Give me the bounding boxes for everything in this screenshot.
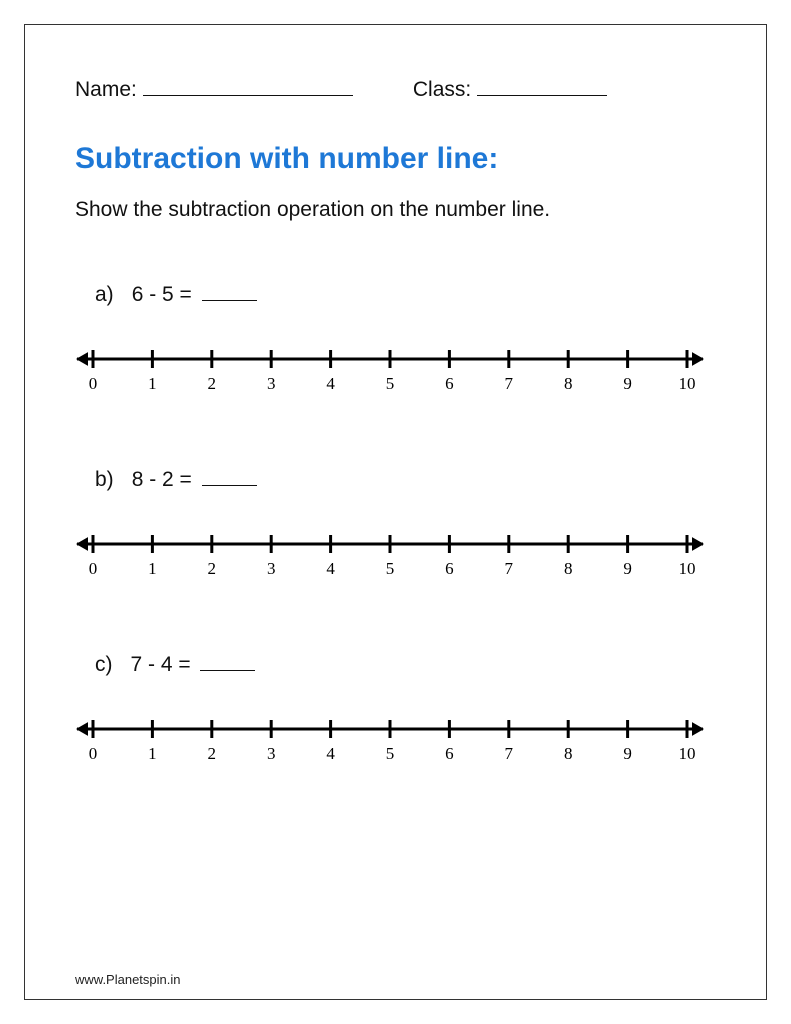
equation-text: 6 - 5 = <box>132 283 192 306</box>
name-blank[interactable] <box>143 75 353 96</box>
svg-text:10: 10 <box>679 744 696 763</box>
name-field: Name: <box>75 75 353 102</box>
svg-text:0: 0 <box>89 559 98 578</box>
svg-text:1: 1 <box>148 374 157 393</box>
equation-text: 7 - 4 = <box>131 653 191 676</box>
problem-equation: c) 7 - 4 = <box>95 652 716 677</box>
svg-text:4: 4 <box>326 744 335 763</box>
svg-text:2: 2 <box>208 374 217 393</box>
problems-container: a)6 - 5 = 012345678910b)8 - 2 = 01234567… <box>75 282 716 767</box>
number-line: 0 1 2 3 4 5 6 7 8 9 10 <box>75 337 716 397</box>
svg-text:4: 4 <box>326 559 335 578</box>
problem-letter: a) <box>95 283 114 306</box>
svg-text:3: 3 <box>267 559 276 578</box>
svg-text:3: 3 <box>267 374 276 393</box>
name-label: Name: <box>75 78 137 102</box>
svg-text:2: 2 <box>208 559 217 578</box>
class-blank[interactable] <box>477 75 607 96</box>
svg-text:10: 10 <box>679 559 696 578</box>
problem-equation: a) 6 - 5 = <box>95 282 716 307</box>
svg-text:4: 4 <box>326 374 335 393</box>
svg-text:7: 7 <box>505 374 514 393</box>
svg-text:7: 7 <box>505 559 514 578</box>
svg-text:5: 5 <box>386 374 395 393</box>
svg-text:6: 6 <box>445 559 454 578</box>
svg-text:9: 9 <box>623 374 632 393</box>
svg-text:8: 8 <box>564 559 573 578</box>
footer-text: www.Planetspin.in <box>75 972 181 987</box>
number-line: 0 1 2 3 4 5 6 7 8 9 10 <box>75 522 716 582</box>
problem-letter: c) <box>95 653 113 676</box>
svg-text:0: 0 <box>89 374 98 393</box>
worksheet-page: Name: Class: Subtraction with number lin… <box>24 24 767 1000</box>
svg-text:10: 10 <box>679 374 696 393</box>
answer-blank[interactable] <box>200 652 255 671</box>
svg-text:3: 3 <box>267 744 276 763</box>
svg-text:6: 6 <box>445 374 454 393</box>
svg-text:5: 5 <box>386 559 395 578</box>
svg-text:2: 2 <box>208 744 217 763</box>
number-line: 0 1 2 3 4 5 6 7 8 9 10 <box>75 707 716 767</box>
header-row: Name: Class: <box>75 75 716 102</box>
worksheet-title: Subtraction with number line: <box>75 142 716 176</box>
svg-text:9: 9 <box>623 744 632 763</box>
answer-blank[interactable] <box>202 467 257 486</box>
class-field: Class: <box>413 75 607 102</box>
svg-text:5: 5 <box>386 744 395 763</box>
svg-text:7: 7 <box>505 744 514 763</box>
svg-text:1: 1 <box>148 744 157 763</box>
svg-text:0: 0 <box>89 744 98 763</box>
answer-blank[interactable] <box>202 282 257 301</box>
svg-text:8: 8 <box>564 744 573 763</box>
class-label: Class: <box>413 78 471 102</box>
problem-equation: b) 8 - 2 = <box>95 467 716 492</box>
equation-text: 8 - 2 = <box>132 468 192 491</box>
problem-a: a) 6 - 5 = 0 1 2 3 4 5 6 7 8 9 10 <box>75 282 716 397</box>
problem-c: c) 7 - 4 = 0 1 2 3 4 5 6 7 8 9 10 <box>75 652 716 767</box>
problem-letter: b) <box>95 468 114 491</box>
svg-text:1: 1 <box>148 559 157 578</box>
svg-text:9: 9 <box>623 559 632 578</box>
problem-b: b) 8 - 2 = 0 1 2 3 4 5 6 7 8 9 10 <box>75 467 716 582</box>
instructions-text: Show the subtraction operation on the nu… <box>75 198 716 222</box>
svg-text:8: 8 <box>564 374 573 393</box>
svg-text:6: 6 <box>445 744 454 763</box>
